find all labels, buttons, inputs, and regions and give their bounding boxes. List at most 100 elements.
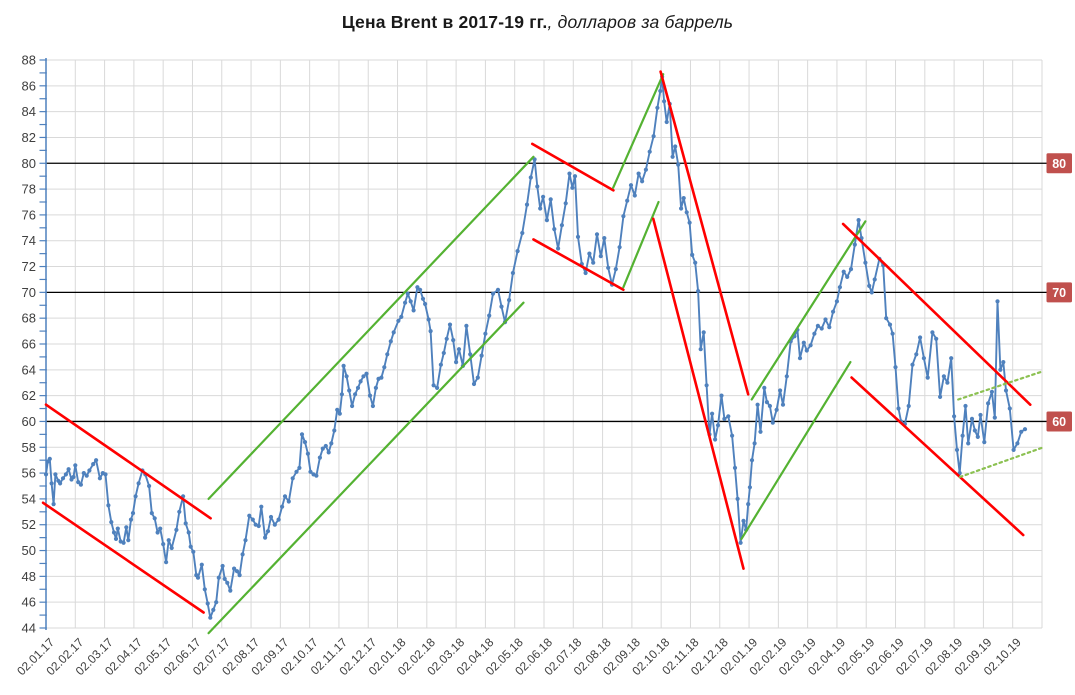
trend-line-green <box>207 301 525 635</box>
price-point <box>471 381 477 387</box>
trend-line-red <box>841 222 1032 406</box>
price-point <box>483 331 488 336</box>
chart-title-main: Цена Brent в 2017-19 гг. <box>341 12 548 32</box>
price-point <box>507 298 512 303</box>
price-point <box>426 317 431 322</box>
price-point <box>106 503 111 508</box>
price-point <box>856 218 861 223</box>
y-axis-label: 58 <box>22 440 36 455</box>
price-point <box>335 407 340 412</box>
price-point <box>259 504 264 509</box>
price-point <box>364 371 369 376</box>
price-point <box>658 88 663 94</box>
axis-badge-70 <box>1046 282 1072 303</box>
price-point <box>921 356 927 361</box>
price-point <box>647 149 652 154</box>
price-point <box>399 314 404 319</box>
price-point <box>431 383 436 388</box>
y-axis-label: 50 <box>22 543 36 558</box>
price-point <box>954 447 960 452</box>
y-axis-label: 80 <box>22 156 36 171</box>
price-point <box>520 230 525 236</box>
price-point <box>1001 360 1006 365</box>
price-point <box>495 287 501 292</box>
trend-line-green <box>750 220 867 401</box>
price-point <box>758 429 763 434</box>
price-point <box>812 331 817 336</box>
price-point <box>598 254 603 259</box>
price-point <box>282 494 288 499</box>
price-point <box>713 437 718 442</box>
price-point <box>73 463 78 468</box>
price-point <box>544 218 550 223</box>
price-point <box>111 530 117 535</box>
price-point <box>567 171 572 176</box>
price-point <box>361 374 366 379</box>
price-point <box>405 291 410 296</box>
price-point <box>161 542 166 547</box>
y-axis-label: 48 <box>22 569 36 584</box>
price-point <box>205 601 210 606</box>
price-point <box>355 385 361 390</box>
price-point <box>628 183 634 188</box>
price-point <box>423 301 428 307</box>
price-point <box>992 415 997 420</box>
price-point <box>133 494 138 499</box>
price-point <box>801 340 806 345</box>
y-axis-label: 60 <box>22 414 36 429</box>
price-point <box>741 518 746 524</box>
price-point <box>499 304 504 309</box>
price-point <box>1011 447 1016 452</box>
price-series-line <box>45 75 1026 619</box>
price-point <box>329 441 334 446</box>
price-point <box>575 234 581 239</box>
axis-badge-label-60: 60 <box>1052 415 1066 429</box>
trend-line-green <box>622 200 660 289</box>
price-point <box>570 185 575 190</box>
price-point <box>986 401 991 406</box>
price-point <box>164 560 169 565</box>
price-point <box>177 509 182 514</box>
price-point <box>563 201 568 206</box>
price-point <box>764 400 770 405</box>
price-point <box>337 411 342 416</box>
price-point <box>804 348 809 353</box>
price-point <box>302 440 308 445</box>
price-point <box>456 347 462 352</box>
price-point <box>837 285 843 290</box>
price-point <box>454 360 459 365</box>
price-point <box>250 517 255 522</box>
y-axis-label: 82 <box>22 130 36 145</box>
price-point <box>128 517 134 522</box>
price-point <box>155 530 160 535</box>
price-point <box>890 331 895 336</box>
price-point <box>690 252 695 257</box>
price-point <box>722 416 727 421</box>
price-point <box>655 105 660 110</box>
price-point <box>326 450 331 455</box>
price-point <box>972 428 978 433</box>
price-point <box>752 441 757 446</box>
trend-line-green-dotted <box>958 446 1045 479</box>
price-point <box>515 249 520 254</box>
price-point <box>925 375 930 380</box>
price-point <box>91 462 96 467</box>
price-point <box>978 412 983 418</box>
price-point <box>81 471 86 476</box>
price-point <box>53 472 58 477</box>
price-point <box>693 260 698 265</box>
price-point <box>464 323 469 328</box>
price-point <box>169 545 174 551</box>
price-point <box>643 167 649 172</box>
price-point <box>755 402 760 407</box>
price-point <box>684 210 689 215</box>
y-axis-label: 46 <box>22 595 36 610</box>
price-point <box>358 379 363 384</box>
price-point <box>938 394 943 399</box>
price-point <box>487 313 492 318</box>
price-point <box>583 270 588 276</box>
trend-line-green <box>612 73 665 189</box>
price-point <box>60 476 66 481</box>
price-point <box>852 242 857 247</box>
axis-badge-label-80: 80 <box>1052 157 1066 171</box>
